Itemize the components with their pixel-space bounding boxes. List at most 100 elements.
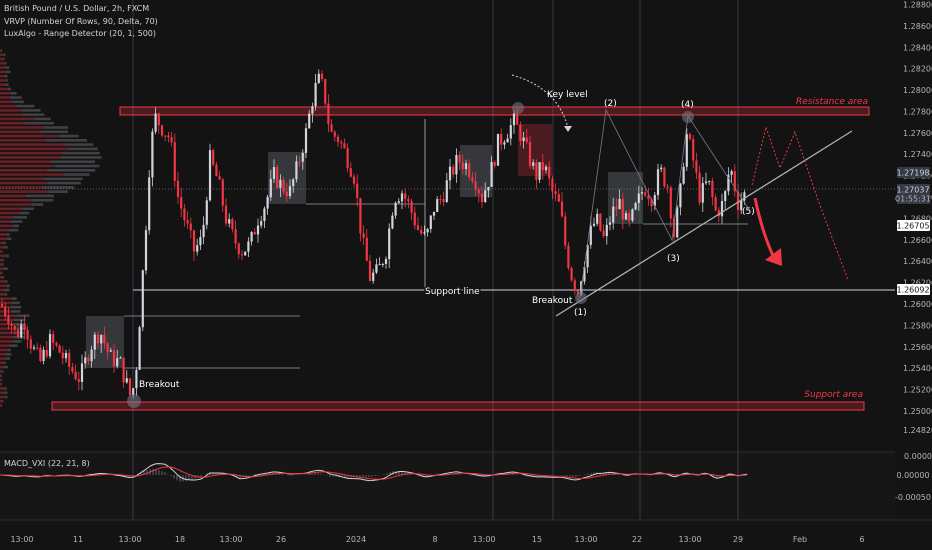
macd-pane — [0, 452, 895, 520]
volume-bar — [0, 130, 40, 134]
candle-body — [426, 228, 429, 233]
volume-bar — [16, 104, 35, 108]
candle-body — [436, 199, 439, 212]
price-axis[interactable]: 1.28800 1.28600 1.28400 1.28200 1.28000 1.278… — [903, 0, 932, 435]
candle-body — [263, 208, 266, 222]
volume-bar — [6, 237, 12, 241]
volume-bar — [0, 275, 3, 279]
candle-body — [666, 186, 669, 188]
volume-bar — [0, 344, 10, 347]
candle-body — [615, 206, 618, 210]
candle-body — [36, 347, 39, 349]
price-tick-label: 1.25000 — [903, 407, 932, 416]
candle-body — [442, 199, 445, 203]
volume-bar — [14, 331, 26, 335]
volume-bar — [0, 318, 14, 322]
volume-bar — [63, 173, 90, 176]
candle-body — [314, 83, 317, 107]
candle-body — [308, 113, 311, 129]
support-zone[interactable] — [51, 401, 865, 411]
candle-body — [602, 230, 605, 237]
candle-body — [20, 324, 23, 338]
macd-label[interactable]: MACD_VXI (22, 21, 8) — [4, 459, 90, 468]
candle-body — [71, 366, 74, 372]
candles — [0, 69, 746, 399]
volume-bar — [6, 254, 9, 258]
projection-path — [751, 125, 849, 281]
time-axis[interactable]: 13:00 11 13:00 18 13:00 26 2024 8 13:00 15 13:00 22… — [10, 535, 864, 544]
volume-bar — [4, 74, 8, 78]
volume-bar — [0, 147, 69, 151]
volume-bar — [0, 164, 56, 168]
candle-body — [90, 349, 93, 362]
symbol-title: British Pound / U.S. Dollar, 2h, FXCM — [4, 4, 150, 13]
volume-bar — [0, 177, 43, 181]
volume-bar — [0, 168, 47, 172]
time-tick-label: 13:00 — [678, 535, 701, 544]
price-tag-3: 1.26705 — [896, 222, 929, 231]
volume-bar — [50, 160, 95, 164]
candle-body — [266, 197, 269, 209]
volume-bar — [10, 91, 17, 95]
volume-bar — [0, 382, 2, 386]
time-tick-label: 29 — [733, 535, 743, 544]
candle-body — [410, 201, 413, 213]
resistance-zone[interactable] — [119, 106, 870, 116]
key-level-label: Key level — [547, 90, 588, 100]
candle-body — [340, 141, 343, 144]
volume-bar — [11, 322, 27, 326]
candle-body — [429, 215, 432, 229]
volume-bar — [0, 387, 6, 390]
candle-body — [61, 352, 64, 359]
candle-body — [247, 241, 250, 252]
time-tick-label: 15 — [532, 535, 542, 544]
candle-body — [711, 180, 714, 198]
candle-body — [311, 106, 314, 114]
candle-body — [599, 213, 602, 231]
candle-body — [343, 143, 346, 148]
price-tick-label: 1.25800 — [903, 321, 932, 330]
time-tick-label: 26 — [276, 535, 286, 544]
time-tick-label: 13:00 — [219, 535, 242, 544]
candle-body — [282, 179, 285, 192]
volume-bar — [0, 220, 11, 223]
time-tick-label: 18 — [175, 535, 185, 544]
candle-body — [727, 174, 730, 192]
volume-bar — [44, 126, 69, 129]
time-axis-pane[interactable] — [0, 520, 895, 550]
price-tag-box — [897, 220, 930, 231]
price-tick-label: 1.25400 — [903, 364, 932, 373]
wave-label-4: (4) — [681, 100, 694, 110]
volume-bar — [0, 113, 23, 116]
volume-bar — [1, 400, 4, 403]
volume-bar — [11, 100, 24, 104]
candle-body — [663, 167, 666, 187]
candle-body — [407, 198, 410, 202]
candle-body — [231, 219, 234, 230]
candle-body — [439, 199, 442, 201]
volume-bar — [0, 79, 6, 82]
wave-4-marker — [682, 111, 694, 123]
breakout-marker — [127, 394, 141, 408]
candle-body — [55, 342, 58, 346]
volume-bar — [3, 365, 9, 369]
volume-bar — [0, 143, 65, 146]
wave-label-2: (2) — [604, 99, 617, 109]
indicator-range-detector[interactable]: LuxAlgo - Range Detector (20, 1, 500) — [4, 29, 157, 38]
candle-body — [720, 201, 724, 217]
ascending-trendline[interactable] — [555, 130, 853, 317]
volume-bar — [0, 216, 14, 219]
volume-bar — [34, 117, 51, 121]
price-axis-pane[interactable] — [895, 0, 932, 550]
candle-body — [333, 131, 336, 137]
candle-body — [736, 191, 740, 211]
candle-body — [352, 176, 356, 184]
volume-bar — [0, 194, 26, 198]
volume-bar — [5, 387, 7, 390]
candle-body — [554, 191, 557, 195]
candle-body — [471, 177, 474, 182]
indicator-vrvp[interactable]: VRVP (Number Of Rows, 90, Delta, 70) — [4, 16, 158, 26]
candle-body — [541, 162, 544, 171]
volume-bar — [31, 203, 44, 206]
